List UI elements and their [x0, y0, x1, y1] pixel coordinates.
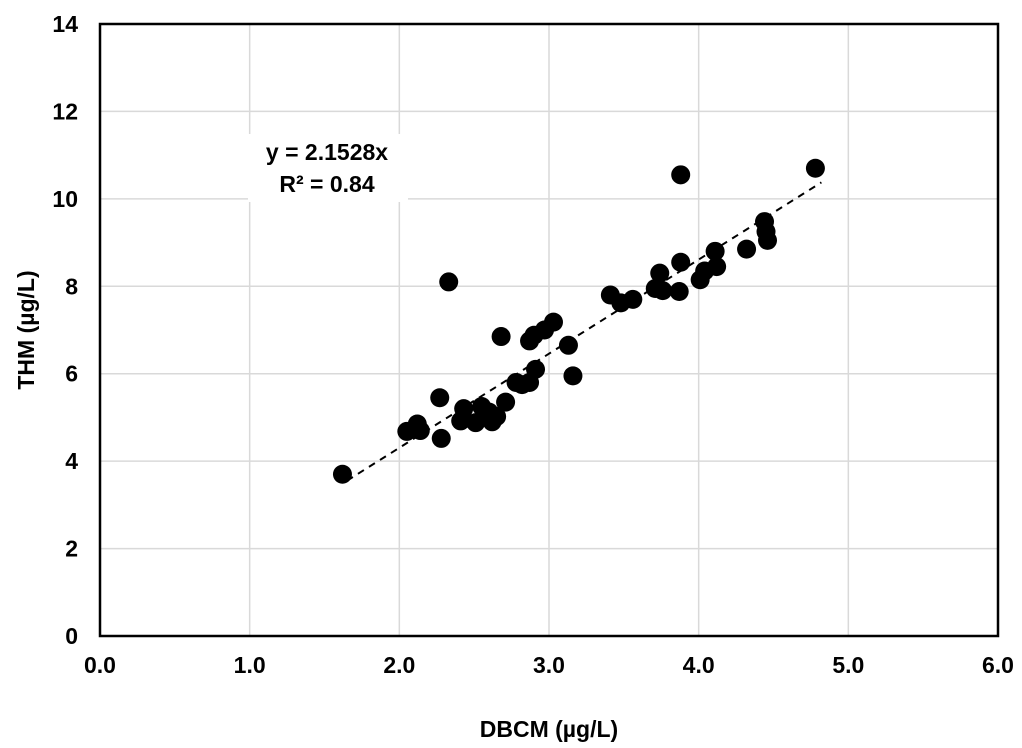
- x-tick-label: 2.0: [383, 652, 415, 678]
- data-point: [671, 165, 691, 185]
- data-point: [623, 289, 643, 309]
- data-point: [737, 239, 757, 259]
- data-point: [650, 263, 670, 283]
- data-point: [466, 413, 486, 433]
- data-point: [454, 399, 474, 419]
- data-point: [671, 252, 691, 272]
- data-point: [705, 241, 725, 261]
- y-tick-label: 10: [52, 186, 78, 212]
- data-point: [487, 407, 507, 427]
- x-tick-label: 3.0: [533, 652, 565, 678]
- data-point: [558, 335, 578, 355]
- data-point: [653, 281, 673, 301]
- x-axis-title: DBCM (µg/L): [480, 716, 618, 742]
- x-tick-label: 4.0: [683, 652, 715, 678]
- x-tick-label: 1.0: [234, 652, 266, 678]
- data-point: [439, 272, 459, 292]
- trendline-r-squared: R² = 0.84: [279, 171, 374, 197]
- data-point: [805, 158, 825, 178]
- x-tick-label: 6.0: [982, 652, 1014, 678]
- y-axis-title: THM (µg/L): [13, 270, 39, 389]
- data-point: [496, 392, 516, 412]
- data-point: [430, 388, 450, 408]
- y-tick-label: 14: [52, 11, 78, 37]
- data-point: [707, 257, 727, 277]
- y-tick-label: 0: [65, 623, 78, 649]
- y-tick-label: 4: [65, 448, 78, 474]
- trendline-equation: y = 2.1528x: [266, 139, 388, 165]
- data-point: [491, 327, 511, 347]
- data-point: [332, 464, 352, 484]
- y-tick-label: 12: [52, 98, 78, 124]
- x-tick-label: 0.0: [84, 652, 116, 678]
- y-tick-label: 2: [65, 536, 78, 562]
- tick-labels: 0.0 1.0 2.0 3.0 4.0 5.0 6.0 0 2 4 6 8 10 12 14: [52, 11, 1014, 678]
- data-point: [526, 359, 546, 379]
- x-tick-label: 5.0: [832, 652, 864, 678]
- equation-box: [248, 134, 408, 202]
- data-point: [669, 282, 689, 302]
- data-points: [332, 158, 825, 484]
- plot-area-border: [98, 22, 1000, 638]
- data-point: [431, 428, 451, 448]
- data-point: [758, 230, 778, 250]
- y-tick-label: 8: [65, 273, 78, 299]
- grid-lines: [100, 24, 998, 636]
- data-point: [410, 421, 430, 441]
- y-tick-label: 6: [65, 361, 78, 387]
- data-point: [543, 312, 563, 332]
- data-point: [563, 366, 583, 386]
